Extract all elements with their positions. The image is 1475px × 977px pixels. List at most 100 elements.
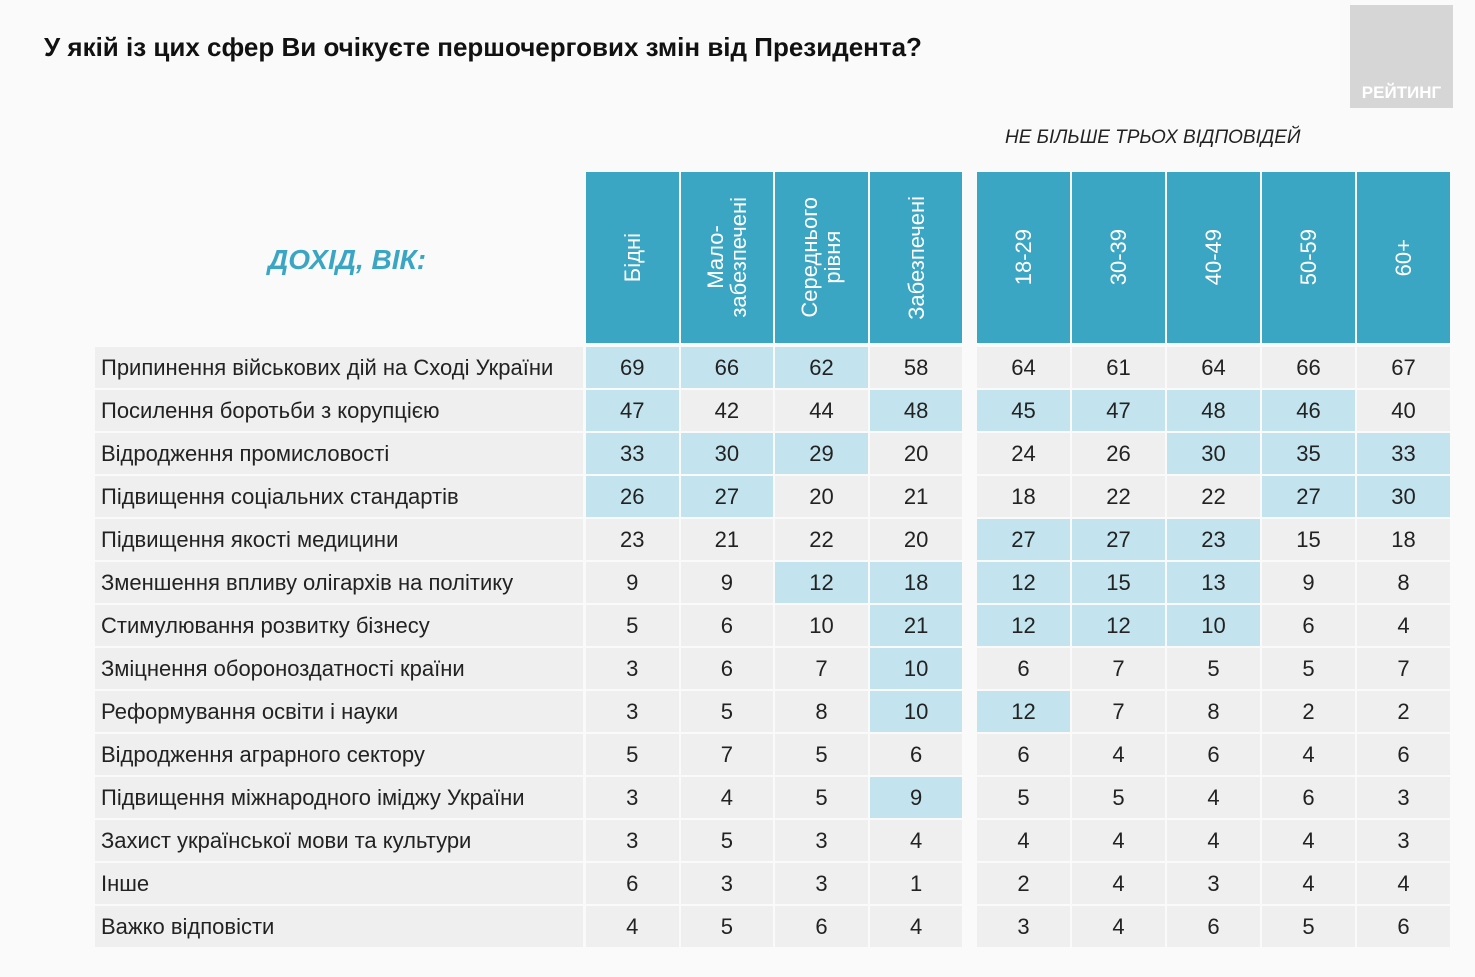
- value-cell: 62: [775, 347, 868, 388]
- row-label: Стимулювання розвитку бізнесу: [95, 605, 583, 646]
- value-cell: 47: [1072, 390, 1165, 431]
- column-header-text: 40-49: [1200, 229, 1226, 286]
- column-header-line: забезпечені: [725, 197, 751, 318]
- row-label: Захист української мови та культури: [95, 820, 583, 861]
- column-header: 40-49: [1167, 172, 1260, 343]
- row-label: Посилення боротьби з корупцією: [95, 390, 583, 431]
- row-label: Підвищення соціальних стандартів: [95, 476, 583, 517]
- value-cell: 18: [1357, 519, 1450, 560]
- value-cell: 3: [1357, 777, 1450, 818]
- value-cell: 12: [977, 562, 1070, 603]
- value-cell: 3: [586, 691, 679, 732]
- column-header-line: 60+: [1390, 238, 1416, 277]
- column-header-line: 40-49: [1200, 229, 1226, 286]
- value-cell: 6: [977, 648, 1070, 689]
- column-header-line: рівня: [820, 231, 846, 284]
- value-cell: 4: [869, 820, 963, 861]
- value-cell: 5: [680, 820, 774, 861]
- column-header-text: Середнього рівня: [797, 197, 846, 318]
- value-cell: 10: [869, 691, 963, 732]
- value-cell: 23: [586, 519, 679, 560]
- value-cell: 9: [1262, 562, 1355, 603]
- column-header-line: 50-59: [1295, 229, 1321, 286]
- value-cell: 3: [680, 863, 774, 904]
- value-cell: 4: [1262, 734, 1355, 775]
- value-cell: 8: [1357, 562, 1450, 603]
- value-cell: 6: [1167, 734, 1260, 775]
- value-cell: 69: [586, 347, 679, 388]
- value-cell: 4: [1357, 605, 1450, 646]
- value-cell: 22: [1167, 476, 1260, 517]
- column-header: Бідні: [586, 172, 679, 343]
- value-cell: 24: [977, 433, 1070, 474]
- value-cell: 26: [1072, 433, 1165, 474]
- value-cell: 21: [680, 519, 774, 560]
- value-cell: 9: [680, 562, 774, 603]
- value-cell: 33: [1357, 433, 1450, 474]
- column-header-text: 50-59: [1295, 229, 1321, 286]
- value-cell: 35: [1262, 433, 1355, 474]
- value-cell: 8: [1167, 691, 1260, 732]
- value-cell: 64: [1167, 347, 1260, 388]
- column-header: Середнього рівня: [775, 172, 868, 343]
- column-header-text: Бідні: [620, 233, 645, 282]
- column-header-text: 60+: [1390, 238, 1416, 277]
- value-cell: 5: [977, 777, 1070, 818]
- value-cell: 30: [680, 433, 774, 474]
- value-cell: 20: [869, 433, 963, 474]
- value-cell: 3: [586, 648, 679, 689]
- value-cell: 4: [586, 906, 679, 947]
- column-header-text: 18-29: [1011, 229, 1036, 285]
- value-cell: 5: [1262, 648, 1355, 689]
- title: У якій із цих сфер Ви очікуєте першочерг…: [44, 32, 922, 62]
- row-label: Зменшення впливу олігархів на політику: [95, 562, 583, 603]
- value-cell: 66: [1262, 347, 1355, 388]
- row-label: Інше: [95, 863, 583, 904]
- note: НЕ БІЛЬШЕ ТРЬОХ ВІДПОВІДЕЙ: [1005, 127, 1301, 148]
- value-cell: 23: [1167, 519, 1260, 560]
- value-cell: 12: [775, 562, 868, 603]
- column-header: Мало-забезпечені: [680, 172, 774, 343]
- column-header: 30-39: [1072, 172, 1165, 343]
- value-cell: 61: [1072, 347, 1165, 388]
- value-cell: 6: [680, 605, 774, 646]
- value-cell: 30: [1357, 476, 1450, 517]
- header-label: ДОХІД, ВІК:: [268, 244, 427, 275]
- row-label: Важко відповісти: [95, 906, 583, 947]
- value-cell: 4: [1072, 820, 1165, 861]
- column-header-text: Забезпечені: [904, 196, 929, 320]
- column-header-line: Мало-: [702, 225, 728, 290]
- value-cell: 5: [586, 605, 679, 646]
- value-cell: 4: [977, 820, 1070, 861]
- value-cell: 27: [1072, 519, 1165, 560]
- value-cell: 21: [869, 605, 963, 646]
- value-cell: 6: [977, 734, 1070, 775]
- value-cell: 5: [775, 777, 868, 818]
- value-cell: 7: [1072, 691, 1165, 732]
- value-cell: 6: [680, 648, 774, 689]
- value-cell: 4: [1072, 906, 1165, 947]
- value-cell: 3: [775, 820, 868, 861]
- value-cell: 6: [1357, 734, 1450, 775]
- value-cell: 6: [1262, 605, 1355, 646]
- value-cell: 30: [1167, 433, 1260, 474]
- value-cell: 8: [775, 691, 868, 732]
- value-cell: 20: [869, 519, 963, 560]
- value-cell: 48: [1167, 390, 1260, 431]
- column-header-text: 30-39: [1106, 229, 1131, 285]
- row-label: Припинення військових дій на Сході Украї…: [95, 347, 583, 388]
- value-cell: 15: [1072, 562, 1165, 603]
- value-cell: 4: [1262, 820, 1355, 861]
- value-cell: 4: [869, 906, 963, 947]
- value-cell: 10: [869, 648, 963, 689]
- value-cell: 7: [680, 734, 774, 775]
- value-cell: 6: [586, 863, 679, 904]
- value-cell: 6: [1262, 777, 1355, 818]
- value-cell: 7: [1072, 648, 1165, 689]
- value-cell: 1: [869, 863, 963, 904]
- value-cell: 6: [1167, 906, 1260, 947]
- value-cell: 20: [775, 476, 868, 517]
- logo: РЕЙТИНГ: [1350, 5, 1453, 108]
- row-label: Підвищення міжнародного іміджу України: [95, 777, 583, 818]
- column-header: 60+: [1357, 172, 1450, 343]
